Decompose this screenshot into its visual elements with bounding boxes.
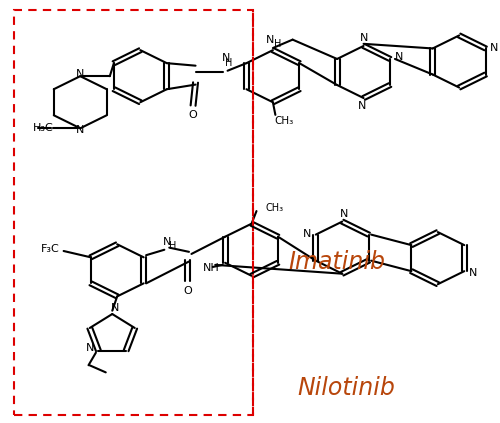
- Text: N: N: [394, 52, 403, 62]
- Text: CH₃: CH₃: [274, 116, 293, 126]
- Text: H: H: [168, 242, 176, 251]
- Text: N: N: [110, 303, 119, 313]
- Bar: [14, 10, 252, 415]
- Text: N: N: [360, 33, 368, 44]
- Text: O: O: [183, 286, 192, 296]
- Text: N: N: [490, 44, 498, 53]
- Text: N: N: [358, 101, 366, 110]
- Text: F₃C: F₃C: [41, 244, 60, 254]
- Text: N: N: [222, 53, 230, 63]
- Text: Nilotinib: Nilotinib: [298, 376, 396, 400]
- Text: N: N: [266, 35, 274, 45]
- Text: N: N: [469, 268, 478, 278]
- Text: O: O: [188, 110, 198, 120]
- Text: N: N: [302, 229, 311, 239]
- Text: N: N: [76, 125, 84, 135]
- Text: H: H: [225, 58, 232, 68]
- Text: Imatinib: Imatinib: [288, 250, 385, 274]
- Text: N: N: [86, 343, 94, 354]
- Text: H: H: [274, 39, 281, 49]
- Text: N: N: [76, 69, 84, 79]
- Text: N: N: [340, 209, 348, 219]
- Text: N: N: [162, 237, 171, 247]
- Text: NH: NH: [203, 263, 220, 273]
- Text: CH₃: CH₃: [266, 203, 283, 213]
- Text: H₃C: H₃C: [33, 123, 54, 133]
